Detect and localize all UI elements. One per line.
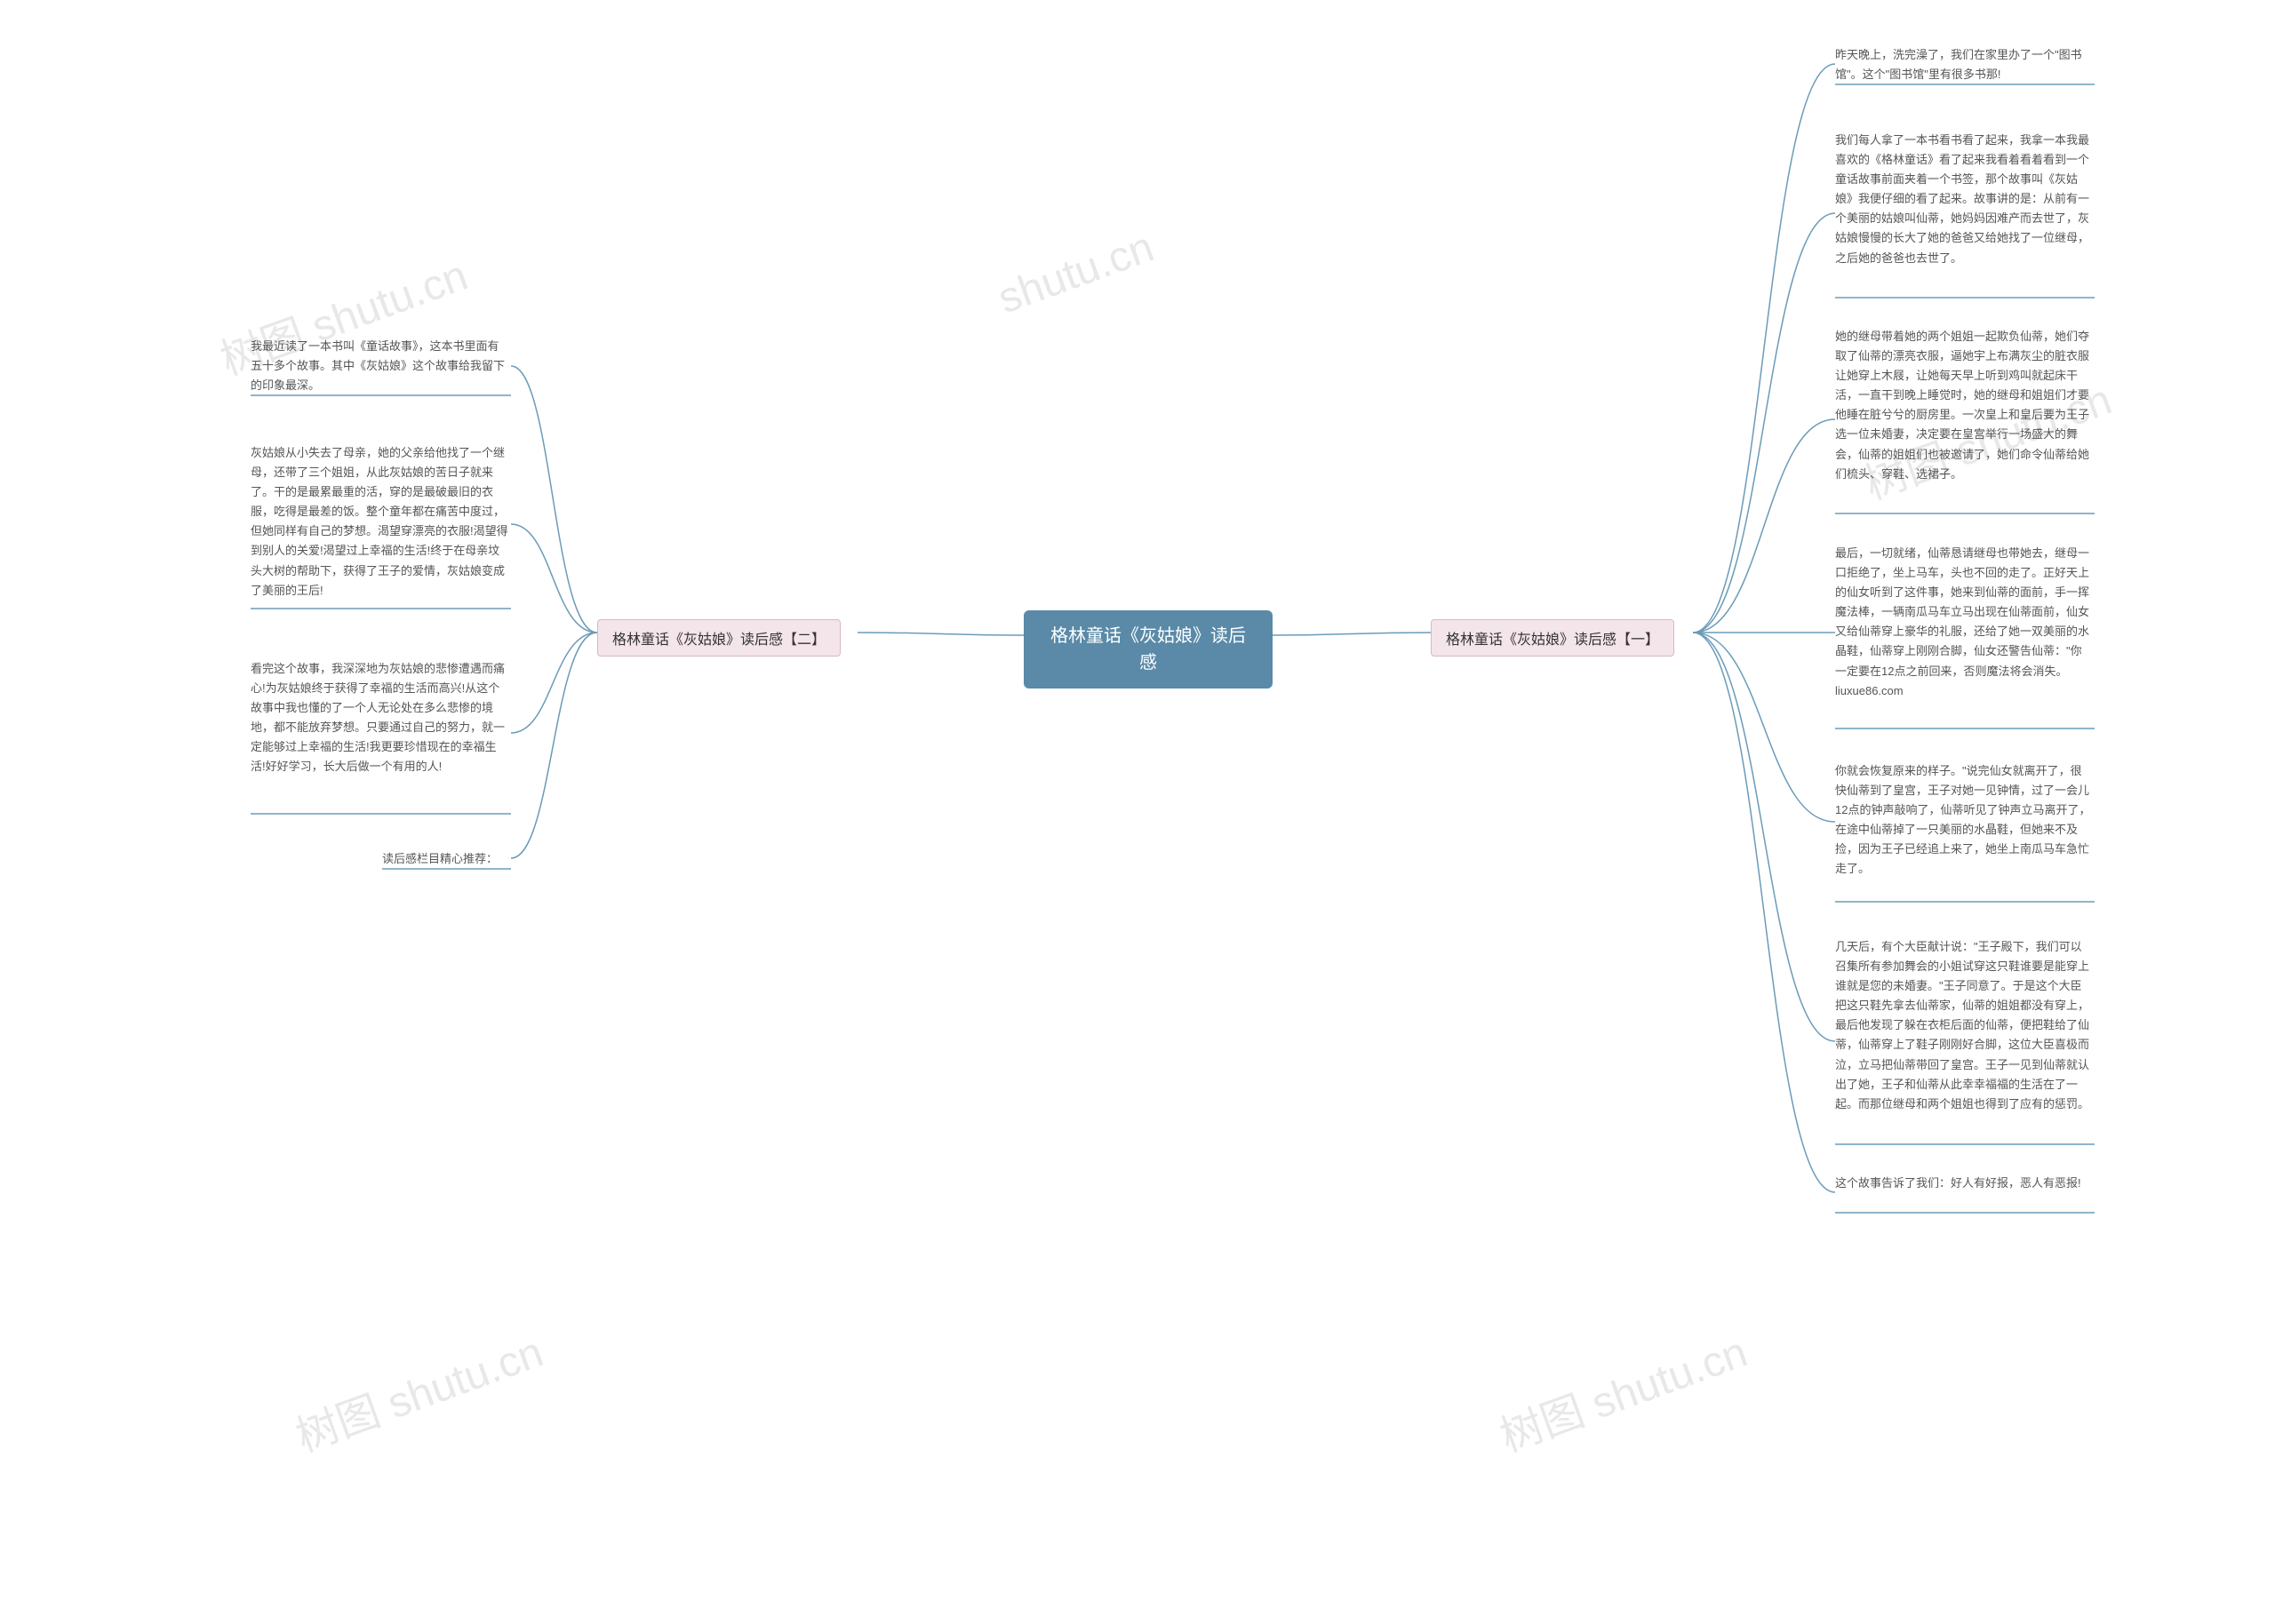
leaf-node: 几天后，有个大臣献计说："王子殿下，我们可以召集所有参加舞会的小姐试穿这只鞋谁要… xyxy=(1835,937,2093,1114)
leaf-node: 灰姑娘从小失去了母亲，她的父亲给他找了一个继母，还带了三个姐姐，从此灰姑娘的苦日… xyxy=(251,443,508,601)
leaf-node: 我最近读了一本书叫《童话故事》，这本书里面有五十多个故事。其中《灰姑娘》这个故事… xyxy=(251,337,508,395)
leaf-node: 她的继母带着她的两个姐姐一起欺负仙蒂，她们夺取了仙蒂的漂亮衣服，逼她宇上布满灰尘… xyxy=(1835,327,2093,484)
leaf-node: 这个故事告诉了我们：好人有好报，恶人有恶报! xyxy=(1835,1174,2081,1193)
leaf-node: 我们每人拿了一本书看书看了起来，我拿一本我最喜欢的《格林童话》看了起来我看着看着… xyxy=(1835,131,2093,268)
leaf-node: 最后，一切就绪，仙蒂恳请继母也带她去，继母一口拒绝了，坐上马车，头也不回的走了。… xyxy=(1835,544,2093,701)
leaf-node: 读后感栏目精心推荐： xyxy=(382,849,498,869)
central-node[interactable]: 格林童话《灰姑娘》读后感 xyxy=(1024,610,1273,689)
branch-left[interactable]: 格林童话《灰姑娘》读后感【二】 xyxy=(597,619,841,657)
branch-right[interactable]: 格林童话《灰姑娘》读后感【一】 xyxy=(1431,619,1674,657)
leaf-node: 你就会恢复原来的样子。"说完仙女就离开了，很快仙蒂到了皇宫，王子对她一见钟情，过… xyxy=(1835,761,2093,880)
leaf-node: 看完这个故事，我深深地为灰姑娘的悲惨遭遇而痛心!为灰姑娘终于获得了幸福的生活而高… xyxy=(251,659,508,777)
leaf-node: 昨天晚上，洗完澡了，我们在家里办了一个"图书馆"。这个"图书馆"里有很多书那! xyxy=(1835,45,2093,84)
